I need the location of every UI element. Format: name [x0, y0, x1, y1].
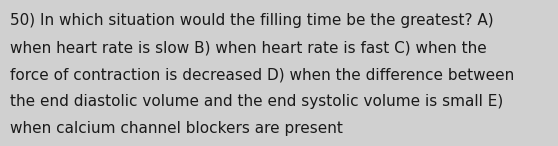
Text: force of contraction is decreased D) when the difference between: force of contraction is decreased D) whe… — [10, 67, 514, 82]
Text: when calcium channel blockers are present: when calcium channel blockers are presen… — [10, 121, 343, 136]
Text: the end diastolic volume and the end systolic volume is small E): the end diastolic volume and the end sys… — [10, 94, 503, 109]
Text: when heart rate is slow B) when heart rate is fast C) when the: when heart rate is slow B) when heart ra… — [10, 40, 487, 55]
Text: 50) In which situation would the filling time be the greatest? A): 50) In which situation would the filling… — [10, 13, 494, 28]
